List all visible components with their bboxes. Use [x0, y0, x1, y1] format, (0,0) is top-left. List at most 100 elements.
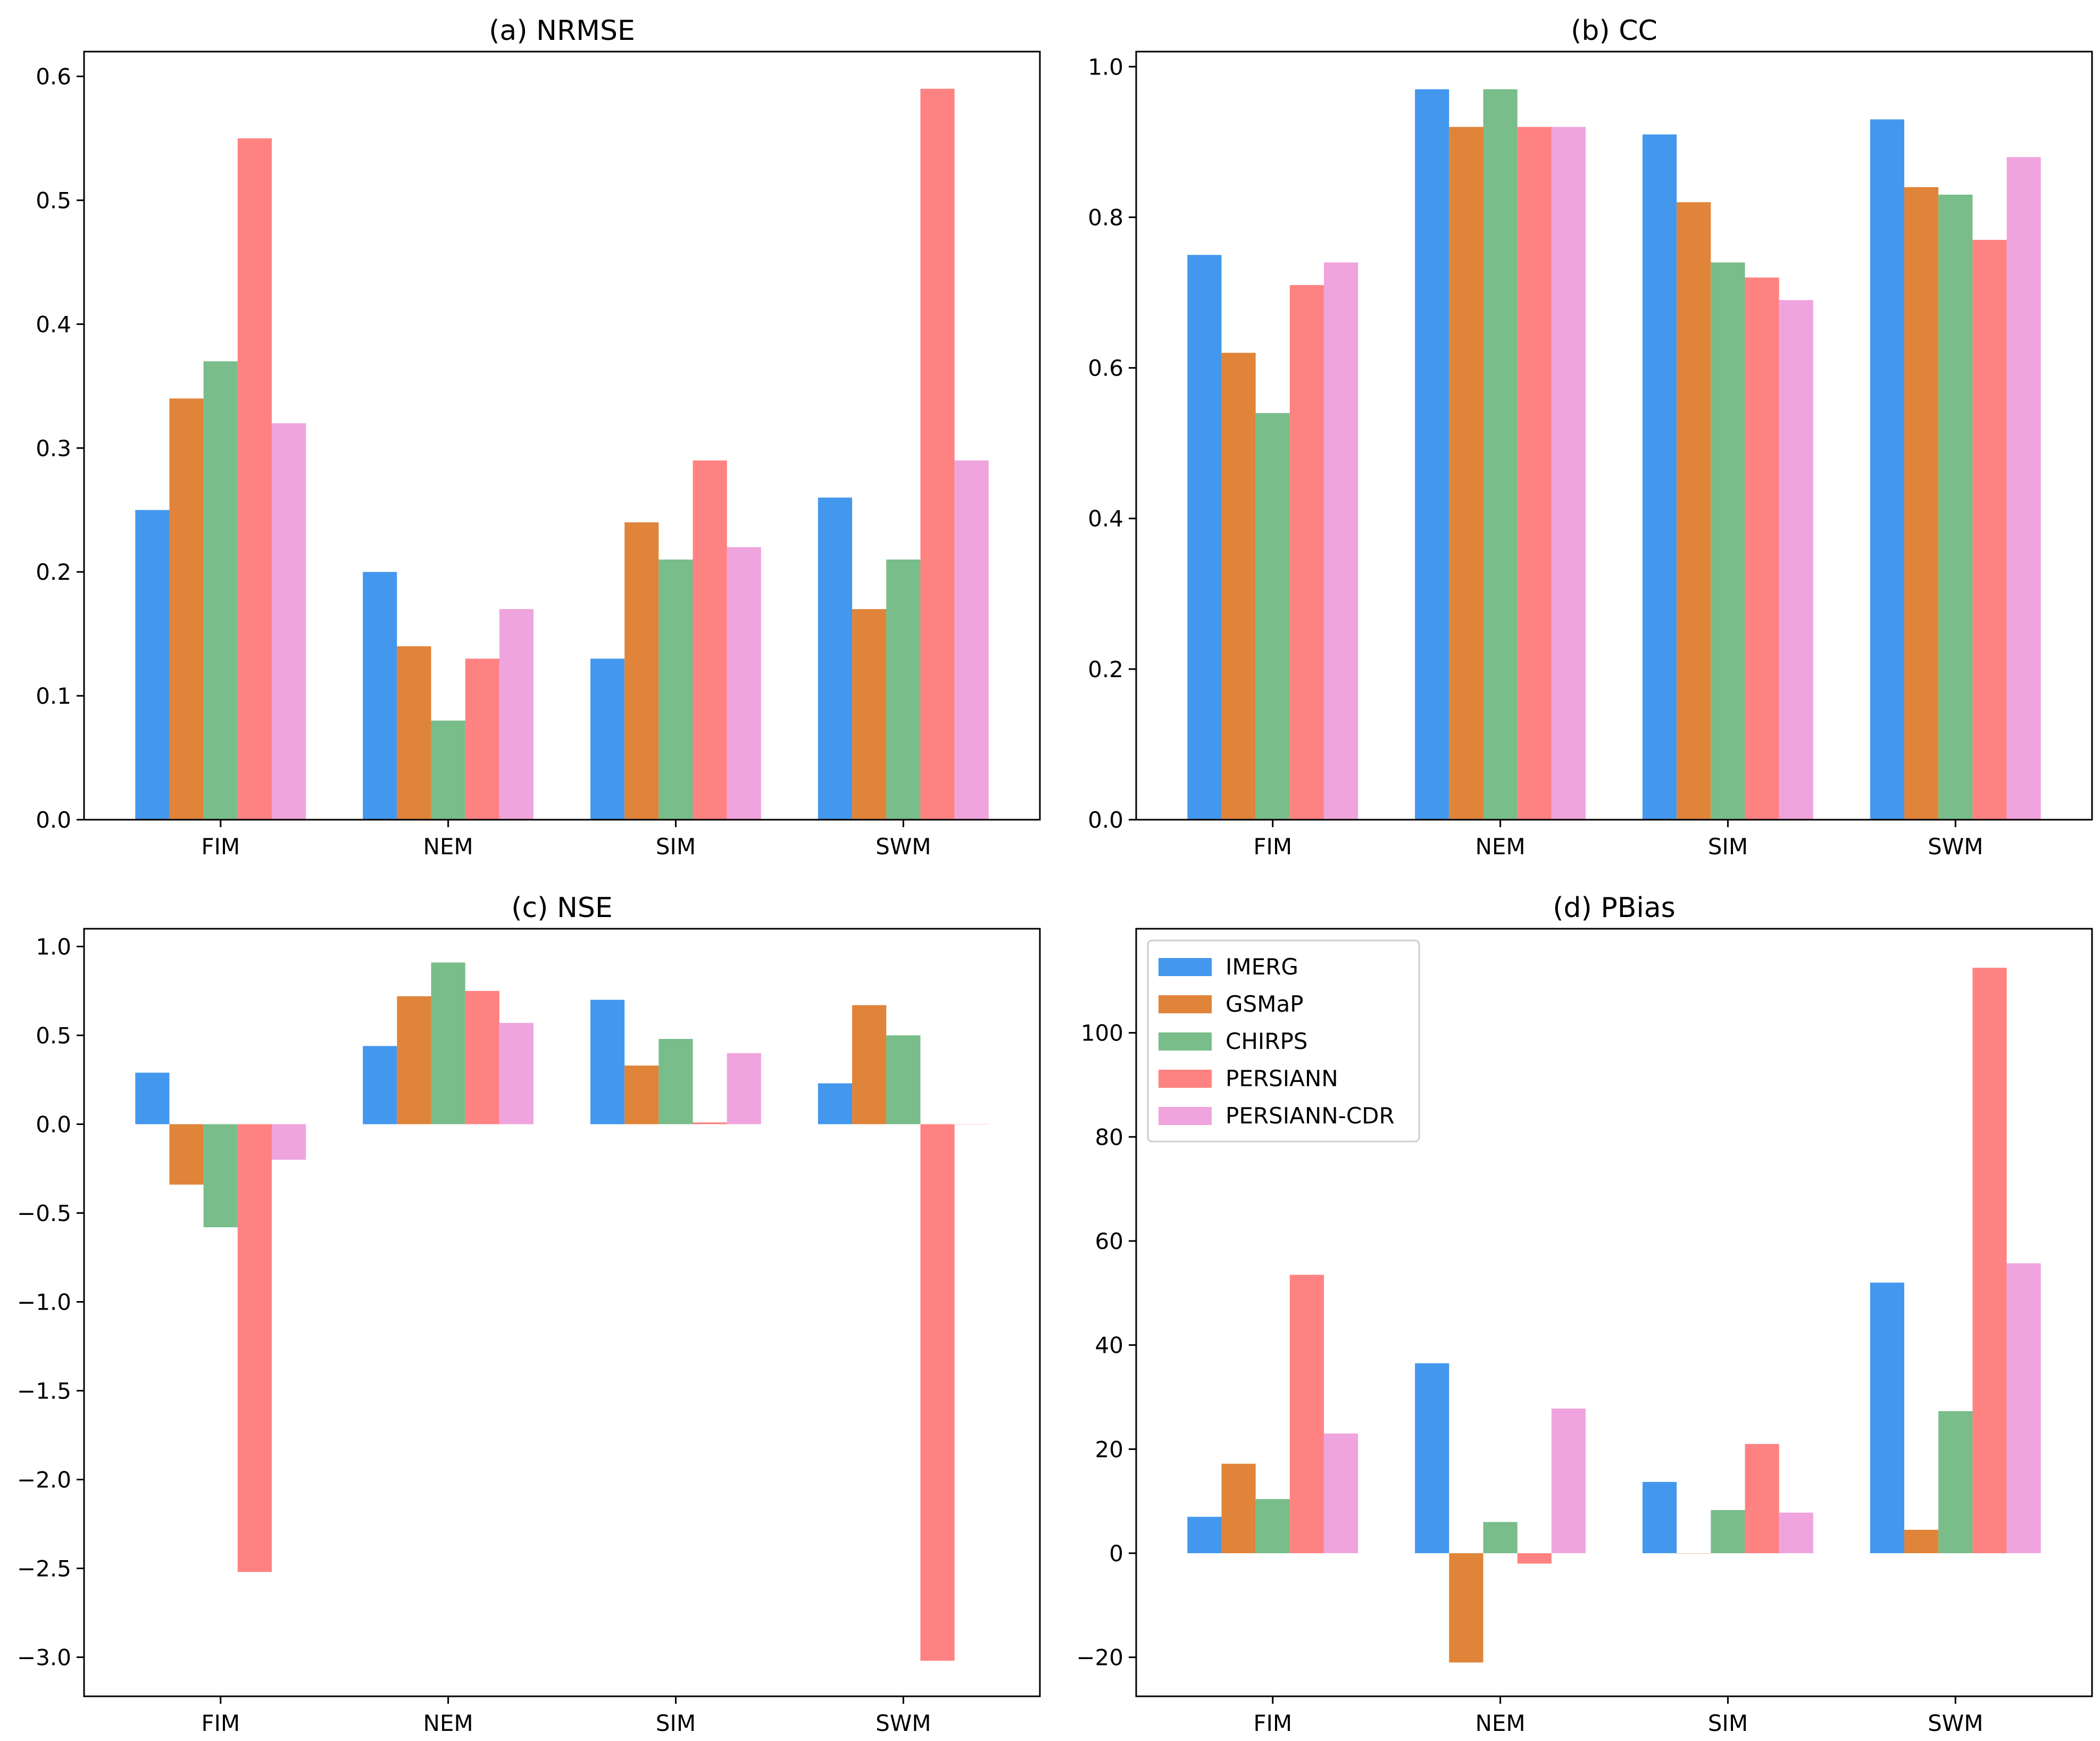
y-tick-label-pbias: 20 [1095, 1436, 1123, 1462]
bar-nse-persiann-swm [920, 1124, 955, 1661]
y-tick-label-cc: 0.4 [1088, 506, 1123, 532]
bar-pbias-persiann-swm [1972, 968, 2007, 1553]
bar-nrmse-persiann-cdr-nem [499, 609, 534, 820]
x-tick-label-cc-fim: FIM [1253, 834, 1292, 860]
bar-cc-persiann-fim [1289, 285, 1324, 820]
x-tick-label-nse-swm: SWM [876, 1710, 931, 1736]
bar-nrmse-chirps-sim [659, 559, 693, 820]
y-tick-label-nse: 0.0 [36, 1111, 71, 1137]
bar-nse-persiann-fim [237, 1124, 272, 1572]
bar-nrmse-imerg-sim [590, 659, 625, 820]
bar-pbias-imerg-fim [1187, 1517, 1222, 1553]
y-tick-label-nse: −0.5 [17, 1200, 71, 1226]
y-tick-label-pbias: −20 [1076, 1645, 1123, 1671]
bar-nse-imerg-swm [818, 1083, 853, 1124]
chart-nse: −3.0 −2.5 −2.0 −1.5 −1.0 −0.5 0.0 0.5 1.0 FIM NEM S… [17, 892, 1041, 1736]
bar-nrmse-gsmap-sim [624, 522, 659, 820]
axes-frame-nse [83, 928, 1041, 1697]
bar-nse-imerg-nem [363, 1046, 397, 1124]
bar-nrmse-gsmap-fim [169, 398, 204, 820]
y-tick-label-cc: 0.8 [1088, 204, 1123, 230]
bar-nrmse-gsmap-nem [397, 646, 431, 820]
bar-pbias-persiann-cdr-fim [1323, 1433, 1359, 1553]
bar-nse-chirps-sim [659, 1039, 693, 1124]
bar-pbias-imerg-swm [1870, 1282, 1905, 1553]
bar-nrmse-chirps-nem [431, 720, 465, 820]
y-tick-label-nrmse: 0.2 [36, 559, 71, 585]
x-tick-label-nse-sim: SIM [656, 1710, 696, 1736]
bar-pbias-chirps-swm [1938, 1411, 1973, 1553]
x-tick-label-nrmse-nem: NEM [423, 834, 473, 860]
y-tick-label-pbias: 80 [1095, 1124, 1123, 1150]
legend-label-persiann: PERSIANN [1226, 1065, 1338, 1092]
bar-nrmse-imerg-swm [818, 497, 853, 820]
legend-box [1147, 939, 1420, 1143]
bar-nrmse-imerg-nem [363, 572, 397, 820]
bar-cc-persiann-cdr-sim [1779, 300, 1813, 820]
legend-swatch-imerg [1159, 958, 1212, 976]
bar-nse-persiann-nem [465, 990, 499, 1124]
bar-pbias-persiann-fim [1289, 1274, 1324, 1553]
bar-pbias-persiann-cdr-swm [2006, 1263, 2041, 1553]
x-tick-label-pbias-fim: FIM [1253, 1710, 1292, 1736]
y-tick-label-cc: 1.0 [1088, 54, 1123, 80]
bar-nrmse-chirps-fim [203, 361, 238, 820]
x-tick-label-nse-fim: FIM [201, 1710, 240, 1736]
bar-pbias-chirps-nem [1483, 1522, 1518, 1553]
bar-nse-chirps-nem [431, 962, 465, 1124]
bar-cc-gsmap-nem [1449, 127, 1484, 820]
x-tick-label-nrmse-fim: FIM [201, 834, 240, 860]
y-tick-label-nrmse: 0.6 [36, 64, 71, 90]
bar-cc-persiann-cdr-swm [2006, 157, 2041, 820]
bar-cc-imerg-fim [1187, 255, 1222, 820]
bar-nrmse-persiann-cdr-sim [727, 547, 761, 820]
bar-cc-imerg-sim [1642, 134, 1677, 820]
chart-pbias: −20 0 20 40 60 80 100 FIM NEM SIM SWM (d) PBias IMER… [1076, 892, 2093, 1736]
y-tick-label-nse: −2.5 [17, 1556, 71, 1582]
bar-cc-imerg-swm [1870, 119, 1905, 820]
y-tick-label-cc: 0.2 [1088, 656, 1123, 682]
legend-label-persiann-cdr: PERSIANN-CDR [1226, 1103, 1395, 1129]
y-tick-label-nse: −1.0 [17, 1289, 71, 1315]
bar-pbias-gsmap-sim [1677, 1553, 1711, 1554]
legend-label-imerg: IMERG [1226, 954, 1298, 980]
y-tick-label-nse: 0.5 [36, 1022, 71, 1048]
x-tick-label-cc-sim: SIM [1708, 834, 1748, 860]
bar-nrmse-persiann-nem [465, 659, 499, 820]
axes-frame-pbias [1135, 928, 2093, 1697]
y-tick-label-cc: 0.0 [1088, 807, 1123, 833]
bar-nse-persiann-cdr-fim [271, 1124, 306, 1160]
bar-pbias-persiann-cdr-sim [1779, 1512, 1813, 1553]
bar-cc-chirps-nem [1483, 89, 1518, 820]
bar-pbias-gsmap-nem [1449, 1553, 1484, 1663]
y-tick-label-nrmse: 0.1 [36, 683, 71, 709]
bar-nrmse-imerg-fim [135, 510, 170, 820]
bar-nse-gsmap-swm [852, 1005, 887, 1124]
bar-cc-chirps-fim [1255, 413, 1290, 820]
bar-pbias-gsmap-fim [1221, 1463, 1256, 1553]
legend-swatch-persiann-cdr [1159, 1107, 1212, 1125]
chart-title-cc: (b) CC [1571, 15, 1657, 47]
bar-pbias-gsmap-swm [1904, 1529, 1939, 1553]
bar-nse-gsmap-sim [624, 1065, 659, 1124]
x-tick-label-pbias-nem: NEM [1475, 1710, 1525, 1736]
bar-cc-gsmap-sim [1677, 202, 1711, 820]
y-tick-label-pbias: 40 [1095, 1332, 1123, 1359]
bar-nse-persiann-cdr-nem [499, 1023, 534, 1124]
y-tick-label-pbias: 60 [1095, 1228, 1123, 1254]
bar-pbias-persiann-sim [1745, 1444, 1779, 1553]
x-tick-label-nse-nem: NEM [423, 1710, 473, 1736]
chart-title-nrmse: (a) NRMSE [489, 15, 635, 47]
y-tick-label-cc: 0.6 [1088, 355, 1123, 381]
bar-pbias-persiann-nem [1517, 1553, 1552, 1564]
bar-nrmse-chirps-swm [886, 559, 921, 820]
y-tick-label-nse: 1.0 [36, 934, 71, 960]
bar-cc-persiann-sim [1745, 277, 1779, 820]
bar-cc-persiann-cdr-nem [1551, 127, 1586, 820]
legend: IMERG GSMaP CHIRPS PERSIANN PERSIANN-CDR [1147, 939, 1420, 1143]
y-tick-label-pbias: 100 [1081, 1020, 1123, 1046]
legend-label-gsmap: GSMaP [1226, 991, 1304, 1017]
legend-swatch-chirps [1159, 1032, 1212, 1051]
bar-cc-persiann-cdr-fim [1323, 262, 1359, 820]
x-tick-label-pbias-swm: SWM [1928, 1710, 1983, 1736]
